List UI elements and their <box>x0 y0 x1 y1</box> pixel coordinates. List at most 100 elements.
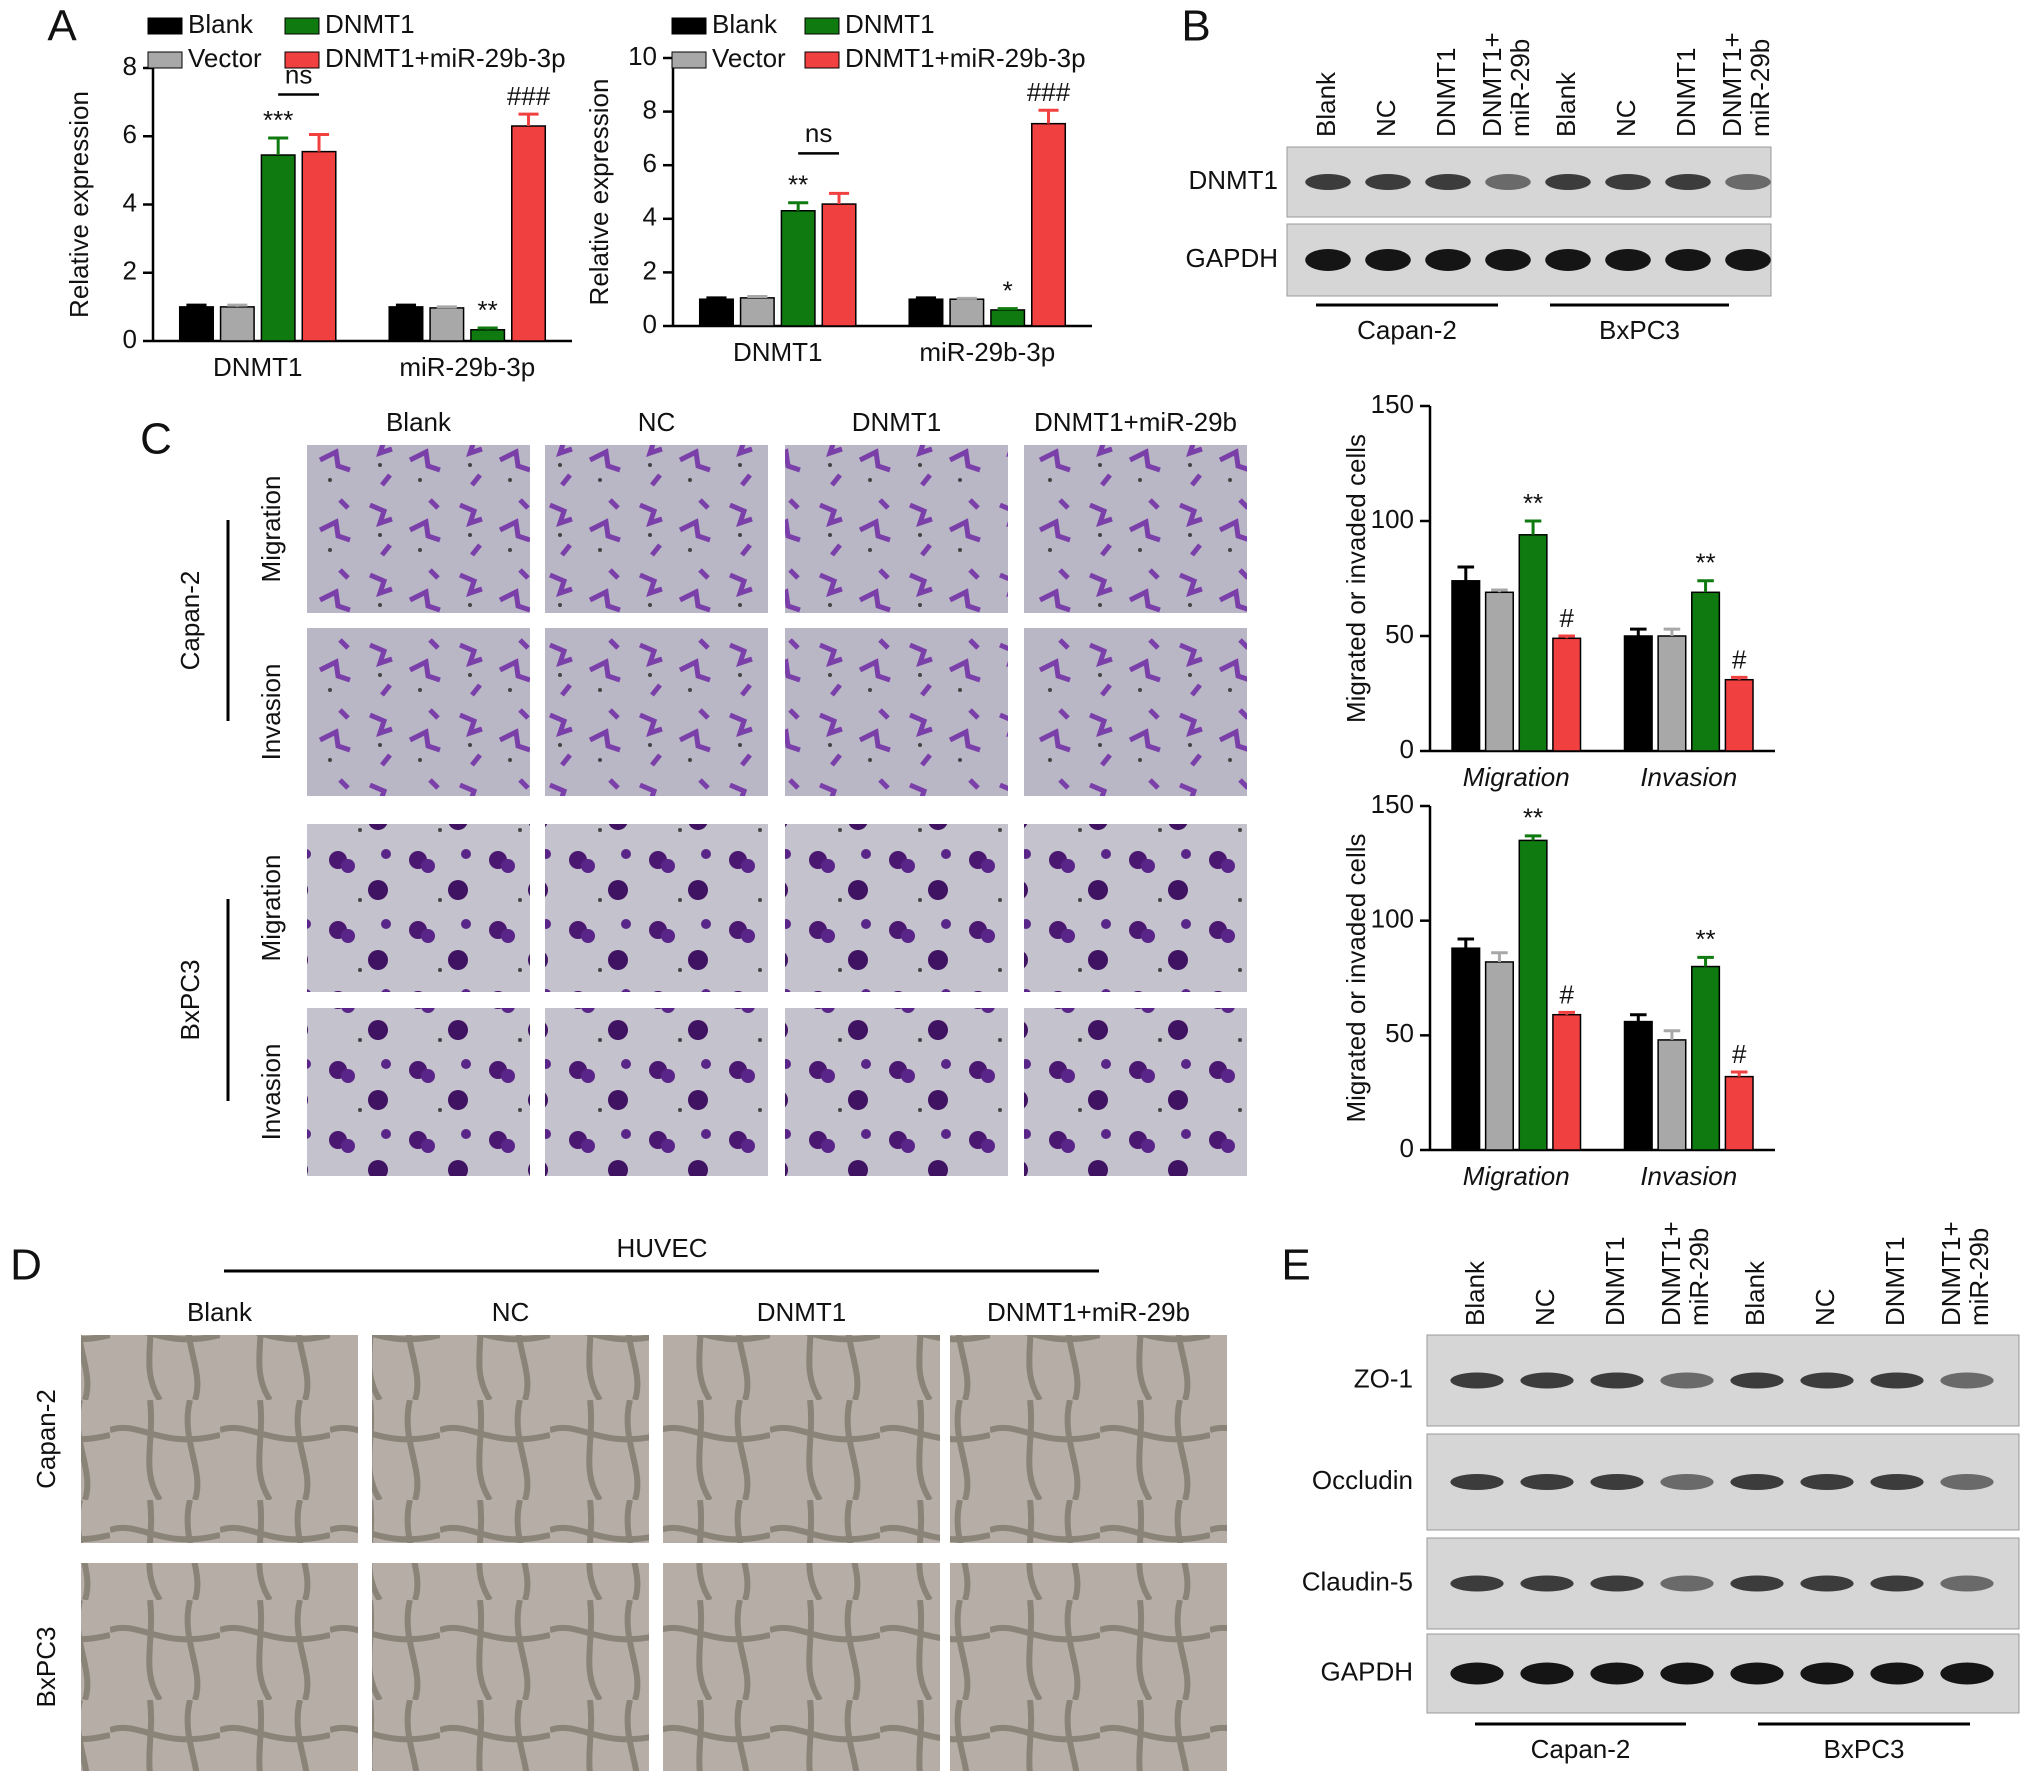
lane-label: miR-29b <box>1684 1228 1714 1326</box>
legend-swatch <box>804 17 840 35</box>
y-tick-label: 150 <box>1371 789 1414 819</box>
blot-band <box>1520 1575 1574 1592</box>
bar <box>780 210 816 327</box>
blot-band <box>1590 1474 1644 1490</box>
bar <box>1724 678 1754 752</box>
bar <box>1518 534 1548 752</box>
y-tick-label: 10 <box>628 41 657 71</box>
bar <box>1031 122 1067 327</box>
blot-band <box>1870 1474 1924 1490</box>
error-bar <box>1630 1013 1647 1022</box>
column-label: DNMT1 <box>852 407 942 437</box>
y-tick-label: 0 <box>1400 1133 1414 1163</box>
legend-label: DNMT1+miR-29b-3p <box>845 43 1086 73</box>
micrograph <box>307 628 530 796</box>
panel-label: C <box>140 415 172 464</box>
error-bar <box>308 133 330 152</box>
micrograph <box>1024 1008 1247 1176</box>
blot-band <box>1485 249 1531 271</box>
x-tick-label: Invasion <box>1640 1161 1737 1191</box>
blot-band <box>1730 1662 1784 1685</box>
comparison-label: ns <box>805 118 832 148</box>
column-label: Blank <box>386 407 452 437</box>
row-label: BxPC3 <box>31 1627 61 1708</box>
y-axis-label: Relative expression <box>64 91 94 318</box>
x-tick-label: Invasion <box>1640 762 1737 792</box>
bar <box>1552 637 1582 752</box>
blot-band <box>1605 174 1651 190</box>
error-bar <box>956 296 977 300</box>
bar <box>990 309 1026 327</box>
blot-band <box>1605 249 1651 271</box>
bar <box>821 203 857 327</box>
bar <box>301 150 337 342</box>
blot-band <box>1940 1372 1994 1389</box>
blot-band <box>1450 1474 1504 1490</box>
lane-label: DNMT1+ <box>1477 32 1507 137</box>
significance-label: # <box>1559 603 1574 633</box>
error-bar <box>1558 634 1575 639</box>
bar <box>1657 635 1687 752</box>
lane-label: miR-29b <box>1505 39 1535 137</box>
significance-label: # <box>1732 1039 1747 1069</box>
column-label: DNMT1+miR-29b <box>987 1297 1190 1327</box>
legend-swatch <box>147 51 183 69</box>
bar <box>1451 580 1481 752</box>
blot-band <box>1545 174 1591 190</box>
bar <box>1552 1013 1582 1151</box>
error-bar <box>395 303 417 307</box>
significance-label: ** <box>478 295 498 325</box>
micrograph <box>1024 445 1247 613</box>
error-bar <box>1730 1070 1748 1077</box>
blot-band <box>1305 174 1351 190</box>
column-label: DNMT1 <box>757 1297 847 1327</box>
panel-label: A <box>47 2 77 51</box>
blot-band <box>1665 249 1711 271</box>
micrograph <box>663 1563 940 1771</box>
blot-band <box>1660 1662 1714 1685</box>
y-tick-label: 6 <box>123 119 137 149</box>
blot-band <box>1800 1575 1854 1592</box>
legend-label: Vector <box>188 43 262 73</box>
micrograph <box>307 445 530 613</box>
bar <box>1451 947 1481 1151</box>
micrograph <box>1024 628 1247 796</box>
error-bar <box>227 303 248 307</box>
error-bar <box>1697 579 1714 593</box>
micrograph <box>81 1563 358 1771</box>
cell-line-label: Capan-2 <box>175 571 205 671</box>
blot-band <box>1800 1662 1854 1685</box>
error-bar <box>788 201 809 211</box>
lane-label: Blank <box>1551 71 1581 137</box>
micrograph <box>307 824 530 992</box>
bar <box>178 306 214 342</box>
error-bar <box>997 307 1018 311</box>
bar <box>1691 965 1721 1151</box>
y-tick-label: 50 <box>1385 1018 1414 1048</box>
micrograph <box>950 1563 1227 1771</box>
y-axis-label: Migrated or invaded cells <box>1341 434 1371 723</box>
error-bar <box>1491 588 1508 593</box>
error-bar <box>1630 627 1647 636</box>
blot-band <box>1660 1372 1714 1389</box>
y-tick-label: 150 <box>1371 389 1414 419</box>
y-tick-label: 2 <box>123 256 137 286</box>
blot-membrane <box>1426 1633 2020 1714</box>
y-axis-label: Relative expression <box>584 79 614 306</box>
blot-band <box>1520 1372 1574 1389</box>
bar <box>470 328 506 342</box>
x-tick-label: Migration <box>1463 762 1570 792</box>
assay-label: Migration <box>256 476 286 583</box>
assay-label: Invasion <box>256 1044 286 1141</box>
blot-row-label: GAPDH <box>1186 243 1278 273</box>
micrograph <box>785 1008 1008 1176</box>
legend-swatch <box>147 17 183 35</box>
bar <box>739 297 775 327</box>
micrograph <box>81 1335 358 1543</box>
column-label: NC <box>492 1297 530 1327</box>
x-tick-label: miR-29b-3p <box>919 337 1055 367</box>
lane-label: Blank <box>1311 71 1341 137</box>
blot-band <box>1725 174 1771 190</box>
